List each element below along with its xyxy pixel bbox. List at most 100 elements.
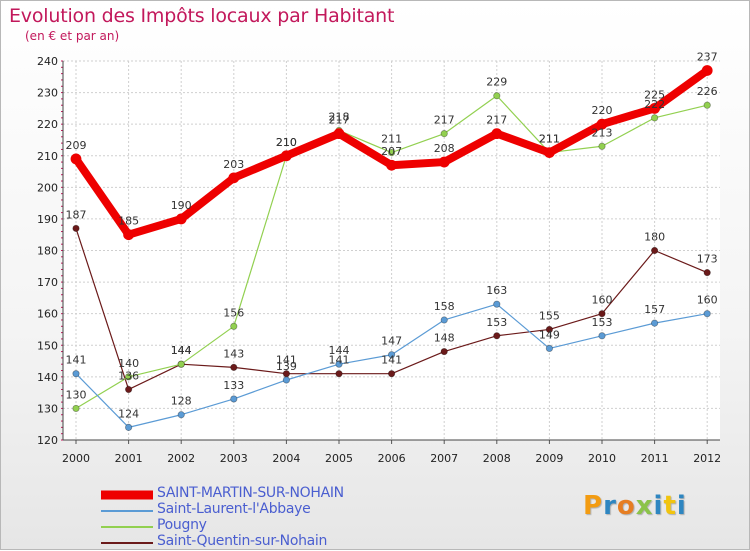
- chart-title: Evolution des Impôts locaux par Habitant: [9, 5, 395, 27]
- data-label: 147: [381, 335, 402, 348]
- data-label: 153: [592, 316, 613, 329]
- series-labels-3: 187 136 144 143 141 141 141 148 153 155 160 180 173: [66, 208, 718, 382]
- data-point: [438, 156, 450, 168]
- x-tick-label: 2004: [272, 452, 300, 465]
- y-tick-label: 220: [37, 118, 58, 131]
- data-point: [335, 370, 343, 378]
- data-label: 156: [223, 306, 244, 319]
- data-point: [335, 360, 343, 368]
- data-label: 157: [644, 303, 665, 316]
- y-tick-label: 120: [37, 434, 58, 447]
- legend-label: Pougny: [157, 517, 207, 533]
- x-tick-label: 2007: [430, 452, 458, 465]
- data-point: [596, 118, 608, 130]
- legend-swatch: [101, 490, 153, 500]
- data-point: [703, 310, 711, 318]
- data-point: [123, 229, 134, 241]
- data-label: 237: [697, 50, 718, 63]
- data-label: 211: [381, 133, 402, 146]
- data-label: 222: [644, 98, 665, 111]
- data-label: 217: [486, 114, 507, 127]
- data-point: [491, 128, 503, 140]
- data-point: [598, 332, 606, 340]
- series-labels-2: 130 140 144 156 210 218 211 217 229 211 213 222 226: [66, 76, 718, 402]
- data-point: [545, 344, 554, 353]
- data-point: [544, 147, 555, 158]
- data-point: [703, 269, 711, 277]
- y-tick-label: 240: [37, 55, 58, 68]
- data-point: [72, 370, 80, 378]
- legend-swatch: [101, 542, 153, 544]
- x-tick-label: 2009: [535, 452, 563, 465]
- data-label: 209: [66, 139, 87, 152]
- logo-letter: x: [635, 491, 654, 521]
- data-point: [70, 153, 82, 165]
- data-point: [72, 404, 80, 413]
- data-label: 187: [66, 208, 87, 221]
- data-label: 210: [276, 136, 297, 149]
- data-label: 207: [381, 145, 402, 158]
- data-label: 133: [223, 379, 244, 392]
- data-label: 158: [434, 300, 455, 313]
- legend-swatch: [101, 510, 153, 512]
- logo-letter: P: [583, 491, 604, 521]
- data-point: [387, 351, 396, 359]
- data-point: [230, 395, 238, 403]
- data-label: 180: [644, 231, 665, 244]
- y-tick-label: 160: [37, 308, 58, 321]
- series-1: [72, 300, 711, 431]
- series-labels-0: 209 185 190 203 210 217 207 208 217 211 220 225 237: [66, 50, 718, 227]
- data-label: 226: [697, 85, 718, 98]
- data-label: 148: [434, 332, 455, 345]
- y-tick-label: 140: [37, 371, 58, 384]
- data-label: 173: [697, 253, 718, 266]
- data-label: 163: [486, 284, 507, 297]
- data-point: [333, 128, 345, 140]
- data-label: 229: [486, 76, 507, 89]
- data-point: [650, 319, 659, 327]
- y-tick-label: 170: [37, 276, 58, 289]
- data-label: 128: [171, 395, 192, 408]
- data-point: [177, 411, 185, 419]
- data-label: 143: [223, 347, 244, 360]
- proxiti-logo: Proxiti: [583, 491, 687, 521]
- data-point: [387, 370, 396, 378]
- legend-label: SAINT-MARTIN-SUR-NOHAIN: [157, 485, 344, 501]
- logo-letter: t: [663, 491, 677, 521]
- x-tick-label: 2008: [483, 452, 511, 465]
- data-label: 213: [592, 126, 613, 139]
- data-label: 220: [592, 104, 613, 117]
- data-label: 140: [118, 357, 139, 370]
- x-tick-label: 2002: [167, 452, 195, 465]
- data-label: 141: [276, 354, 297, 367]
- x-tick-label: 2012: [693, 452, 721, 465]
- x-tick-label: 2010: [588, 452, 616, 465]
- data-label: 130: [66, 388, 87, 401]
- data-point: [440, 130, 448, 138]
- y-tick-label: 190: [37, 213, 58, 226]
- x-tick-label: 2000: [62, 452, 90, 465]
- data-point: [493, 300, 501, 308]
- data-label: 160: [592, 294, 613, 307]
- x-tick-label: 2005: [325, 452, 353, 465]
- x-tick-label: 2011: [641, 452, 669, 465]
- data-point: [72, 224, 80, 232]
- data-label: 155: [539, 309, 560, 322]
- x-tick-label: 2006: [378, 452, 406, 465]
- y-tick-label: 130: [37, 402, 58, 415]
- data-label: 139: [276, 360, 297, 373]
- series-0: [70, 65, 713, 241]
- data-label: 144: [329, 344, 350, 357]
- data-label: 211: [539, 133, 560, 146]
- data-label: 136: [118, 369, 139, 382]
- data-point: [440, 316, 448, 324]
- data-point: [545, 325, 554, 334]
- data-point: [493, 332, 501, 340]
- data-label: 144: [171, 344, 192, 357]
- data-point: [386, 159, 398, 171]
- chart-subtitle: (en € et par an): [25, 29, 120, 43]
- data-label: 217: [434, 114, 455, 127]
- data-label: 160: [697, 294, 718, 307]
